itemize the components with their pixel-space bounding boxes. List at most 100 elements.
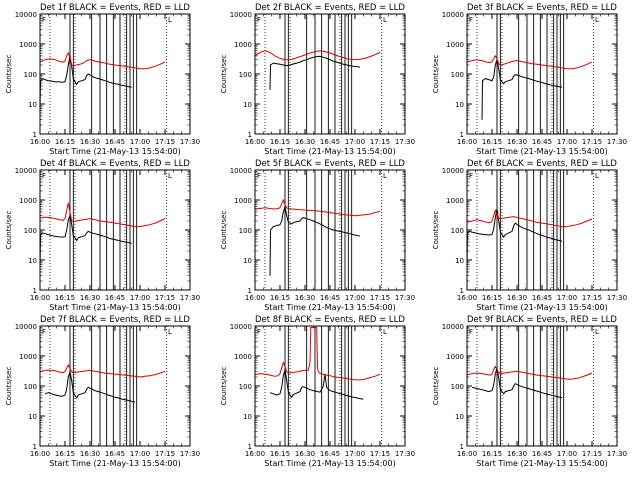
- y-tick-label: 10: [28, 413, 37, 421]
- x-tick-label: 16:30: [295, 450, 315, 458]
- plot-frame: [254, 169, 406, 291]
- x-tick-label: 17:30: [180, 294, 200, 302]
- y-tick-label: 1000: [234, 353, 252, 361]
- y-tick-label: 1000: [234, 41, 252, 49]
- y-tick-label: 10000: [230, 167, 252, 175]
- lld-series-line: [39, 51, 166, 70]
- x-tick-label: 16:45: [320, 138, 340, 146]
- y-tick-label: 100: [24, 227, 37, 235]
- y-tick-label: 1000: [446, 41, 464, 49]
- x-tick-label: 16:30: [80, 294, 100, 302]
- events-series-line: [39, 213, 132, 270]
- chart-panel-7: Det 7f BLACK = Events, RED = LLD Counts/s…: [5, 315, 200, 468]
- events-series-line: [44, 371, 136, 403]
- chart-title: Det 2f BLACK = Events, RED = LLD: [255, 3, 405, 13]
- y-tick-label: 100: [239, 71, 252, 79]
- x-tick-label: 16:45: [320, 450, 340, 458]
- y-axis-label: Counts/sec: [5, 367, 13, 406]
- x-tick-label: 16:15: [270, 138, 290, 146]
- x-tick-label: 17:30: [607, 450, 627, 458]
- chart-title: Det 3f BLACK = Events, RED = LLD: [467, 3, 617, 13]
- y-tick-label: 1000: [19, 197, 37, 205]
- plot-frame: [466, 169, 618, 291]
- y-tick-label: 10: [455, 101, 464, 109]
- x-tick-label: 16:45: [105, 294, 125, 302]
- y-tick-label: 10000: [442, 11, 464, 19]
- y-tick-label: 10000: [15, 167, 37, 175]
- x-axis-label: Start Time (21-May-13 15:54:00): [476, 147, 607, 156]
- x-axis-label: Start Time (21-May-13 15:54:00): [476, 303, 607, 312]
- y-tick-label: 1000: [19, 353, 37, 361]
- x-tick-label: 17:30: [180, 450, 200, 458]
- x-tick-label: 16:00: [457, 294, 477, 302]
- y-tick-label: 1000: [446, 197, 464, 205]
- x-tick-label: 16:15: [55, 450, 75, 458]
- f-marker-label: F: [469, 16, 473, 24]
- chart-title: Det 6f BLACK = Events, RED = LLD: [467, 159, 617, 169]
- l-marker-label: L: [168, 16, 172, 24]
- plot-frame: [466, 13, 618, 135]
- chart-title: Det 5f BLACK = Events, RED = LLD: [255, 159, 405, 169]
- l-marker-label: L: [595, 328, 599, 336]
- x-tick-label: 17:30: [180, 138, 200, 146]
- plot-frame: [254, 13, 406, 135]
- events-series-line: [39, 55, 132, 109]
- y-tick-label: 100: [239, 383, 252, 391]
- y-axis-label: Counts/sec: [432, 367, 440, 406]
- f-marker-label: F: [257, 328, 261, 336]
- chart-title: Det 7f BLACK = Events, RED = LLD: [40, 315, 190, 325]
- chart-panel-8: Det 8f BLACK = Events, RED = LLD Counts/s…: [220, 315, 415, 468]
- l-marker-label: L: [595, 172, 599, 180]
- chart-panel-6: Det 6f BLACK = Events, RED = LLD Counts/s…: [432, 159, 627, 312]
- x-tick-label: 17:15: [370, 294, 390, 302]
- chart-panel-2: Det 2f BLACK = Events, RED = LLD Counts/s…: [220, 3, 415, 156]
- y-tick-label: 1: [33, 287, 37, 295]
- y-tick-label: 1: [460, 287, 464, 295]
- x-tick-label: 16:00: [245, 450, 265, 458]
- x-tick-label: 16:45: [320, 294, 340, 302]
- y-tick-label: 1: [460, 131, 464, 139]
- x-tick-label: 16:45: [532, 138, 552, 146]
- y-tick-label: 100: [239, 227, 252, 235]
- lld-series-line: [466, 209, 593, 228]
- lld-series-line: [254, 198, 381, 217]
- events-series-line: [269, 206, 361, 276]
- l-marker-label: L: [168, 328, 172, 336]
- f-marker-label: F: [469, 172, 473, 180]
- y-axis-label: Counts/sec: [5, 55, 13, 94]
- x-tick-label: 17:30: [607, 138, 627, 146]
- plot-frame: [39, 169, 191, 291]
- x-tick-label: 16:30: [507, 294, 527, 302]
- x-tick-label: 17:00: [345, 294, 365, 302]
- x-tick-label: 17:00: [557, 450, 577, 458]
- lld-series-line: [466, 54, 593, 70]
- x-tick-label: 17:15: [370, 138, 390, 146]
- f-marker-label: F: [257, 172, 261, 180]
- y-tick-label: 1: [248, 443, 252, 451]
- chart-title: Det 8f BLACK = Events, RED = LLD: [255, 315, 405, 325]
- events-series-line: [269, 55, 361, 90]
- x-tick-label: 16:00: [457, 138, 477, 146]
- x-tick-label: 16:00: [245, 138, 265, 146]
- x-axis-label: Start Time (21-May-13 15:54:00): [49, 303, 180, 312]
- x-axis-label: Start Time (21-May-13 15:54:00): [476, 459, 607, 468]
- y-tick-label: 10: [243, 413, 252, 421]
- plot-frame: [39, 325, 191, 447]
- y-tick-label: 10000: [442, 323, 464, 331]
- x-tick-label: 16:30: [295, 138, 315, 146]
- chart-title: Det 1f BLACK = Events, RED = LLD: [40, 3, 190, 13]
- plot-frame: [39, 13, 191, 135]
- events-series-line: [466, 208, 563, 267]
- y-tick-label: 1: [33, 443, 37, 451]
- x-tick-label: 17:00: [557, 294, 577, 302]
- x-tick-label: 16:45: [105, 138, 125, 146]
- y-tick-label: 10: [28, 257, 37, 265]
- y-tick-label: 10: [455, 413, 464, 421]
- x-tick-label: 16:15: [55, 138, 75, 146]
- x-tick-label: 16:00: [30, 138, 50, 146]
- y-axis-label: Counts/sec: [432, 211, 440, 250]
- x-tick-label: 17:15: [582, 450, 602, 458]
- y-tick-label: 1: [248, 131, 252, 139]
- chart-panel-3: Det 3f BLACK = Events, RED = LLD Counts/s…: [432, 3, 627, 156]
- l-marker-label: L: [595, 16, 599, 24]
